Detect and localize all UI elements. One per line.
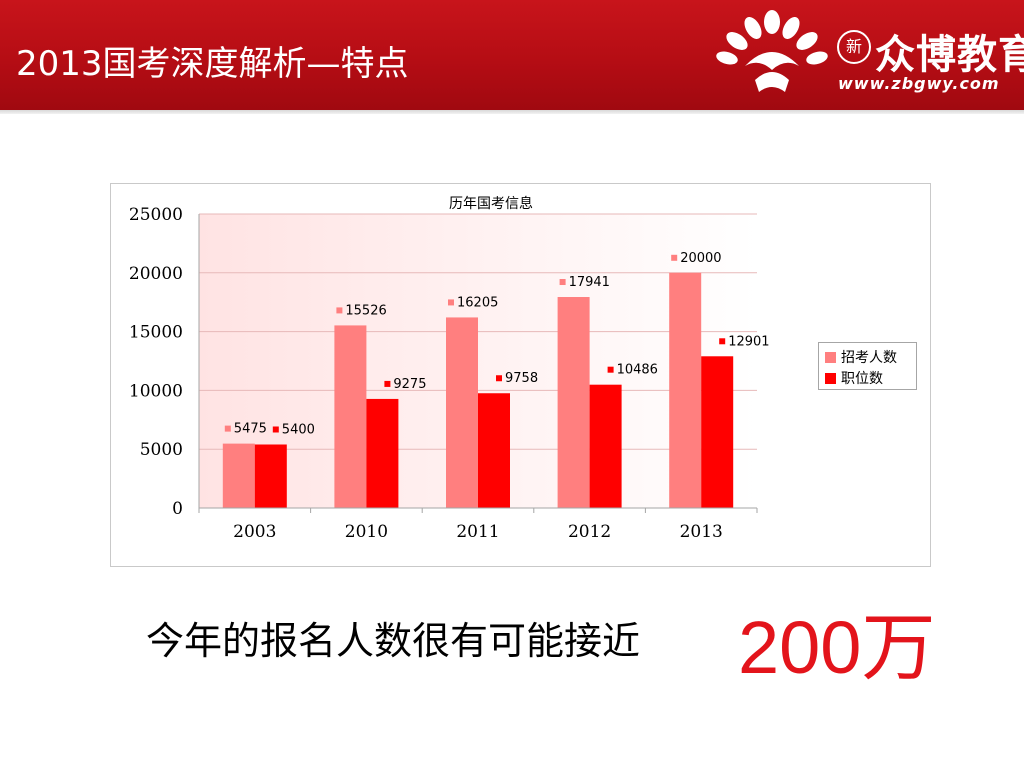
brand-logo: 新 众博教育 www.zbgwy.com (715, 8, 1024, 98)
logo-url: www.zbgwy.com (838, 74, 1000, 93)
x-tick-label: 2010 (345, 522, 388, 542)
bottom-highlight: 200万 (738, 606, 936, 689)
bar (669, 272, 702, 508)
x-tick-label: 2011 (456, 522, 499, 542)
data-label: 17941 (569, 275, 610, 290)
slide-title: 2013国考深度解析—特点 (16, 44, 409, 84)
y-tick-label: 25000 (129, 205, 183, 225)
data-label-marker (336, 307, 343, 314)
bar-chart: 5475 5400 15526 9275 16205 9758 17941 10486 2000… (129, 195, 770, 542)
data-label-marker (607, 366, 614, 373)
bar (478, 393, 510, 508)
legend-label: 职位数 (841, 371, 883, 387)
legend-swatch (825, 352, 836, 363)
y-tick-label: 5000 (140, 440, 183, 460)
data-label: 15526 (345, 303, 386, 318)
data-label-marker (559, 279, 566, 286)
data-label-marker (224, 425, 231, 432)
bar (701, 356, 734, 508)
logo-name: 众博教育 (875, 32, 1024, 78)
bar (557, 297, 590, 508)
legend-swatch (825, 373, 836, 384)
data-label-marker (384, 380, 391, 387)
x-tick-label: 2003 (233, 522, 276, 542)
x-tick-label: 2013 (680, 522, 723, 542)
bar (254, 444, 287, 508)
data-label: 12901 (728, 334, 769, 349)
logo-badge: 新 (837, 30, 871, 64)
data-label: 9758 (505, 371, 538, 386)
legend-item-positions: 职位数 (825, 368, 883, 387)
y-tick-label: 15000 (129, 323, 183, 343)
bottom-statement: 今年的报名人数很有可能接近 (146, 619, 641, 663)
x-tick-label: 2012 (568, 522, 611, 542)
flower-logo-icon (716, 10, 828, 92)
bar (222, 443, 255, 508)
bar (589, 384, 622, 508)
chart-legend: 招考人数 职位数 (818, 342, 917, 390)
data-label-marker (671, 254, 678, 261)
data-label: 9275 (393, 377, 426, 392)
bar (366, 398, 399, 508)
legend-item-applicants: 招考人数 (825, 347, 897, 366)
data-label: 20000 (680, 251, 721, 266)
data-label: 5475 (234, 422, 267, 437)
header-divider (0, 110, 1024, 114)
data-label-marker (719, 338, 726, 345)
data-label: 5400 (282, 422, 315, 437)
legend-label: 招考人数 (841, 350, 897, 366)
data-label: 10486 (617, 363, 658, 378)
chart-frame: 5475 5400 15526 9275 16205 9758 17941 10486 2000… (110, 183, 931, 567)
y-tick-label: 0 (172, 499, 183, 519)
data-label-marker (448, 299, 454, 306)
y-tick-label: 20000 (129, 264, 183, 284)
data-label-marker (272, 426, 279, 433)
data-label-marker (496, 375, 502, 382)
data-label: 16205 (457, 295, 498, 310)
chart-title: 历年国考信息 (449, 195, 533, 212)
slide-header: 2013国考深度解析—特点 新 众博教育 www.zbgwy.com (0, 0, 1024, 110)
bar (334, 325, 367, 508)
y-tick-label: 10000 (129, 381, 183, 401)
bar (446, 317, 478, 508)
